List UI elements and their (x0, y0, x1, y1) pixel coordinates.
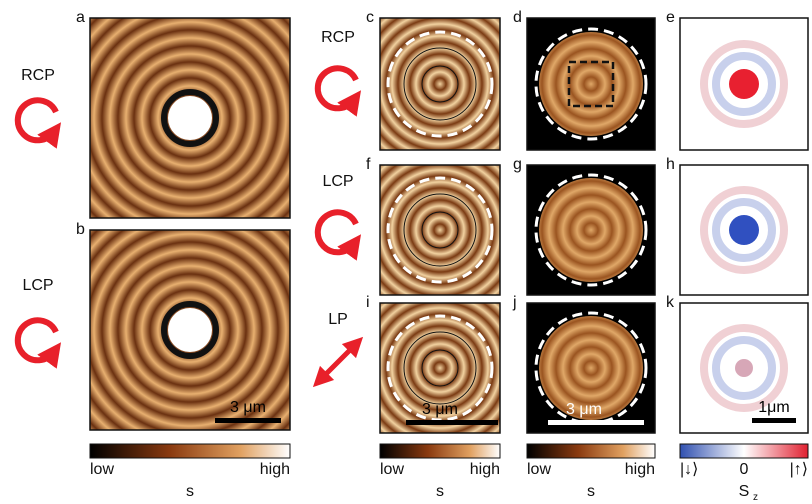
panel-image (527, 18, 655, 150)
colorbar (680, 444, 808, 458)
core (735, 359, 753, 377)
core (729, 215, 759, 245)
scale-label: 3 μm (566, 401, 602, 418)
panel: d (513, 9, 655, 150)
pol-icon (318, 68, 356, 108)
panel-image (380, 165, 500, 295)
panel-letter: j (512, 294, 517, 311)
pol-icon (320, 344, 356, 380)
cb-high: |↑⟩ (790, 461, 808, 478)
cb-low: low (380, 461, 404, 478)
panel: g (513, 156, 655, 295)
panel: h (666, 156, 808, 295)
panel-letter: e (666, 9, 675, 26)
pol-icon (318, 212, 356, 252)
panel-letter: c (366, 9, 374, 26)
cb-subscript: z (753, 492, 758, 503)
pol-label: RCP (21, 67, 55, 84)
figure: a b c d e f g h i j k RCP LCP RCP LCP LP 3 μm 3 μm 3 μm 1μm… (0, 0, 812, 504)
cb-high: high (470, 461, 500, 478)
panel-letter: d (513, 9, 522, 26)
cb-quantity: s (587, 483, 595, 500)
disk (539, 178, 643, 282)
scale-bar (548, 420, 644, 425)
scale-bar (752, 418, 796, 423)
panel-letter: a (76, 9, 85, 26)
scale-label: 3 μm (422, 401, 458, 418)
panel-letter: k (666, 294, 675, 311)
cb-mid: 0 (740, 461, 749, 478)
pol-icon (18, 100, 56, 140)
pol-label: LCP (22, 277, 53, 294)
pol-icon (18, 320, 56, 360)
hole (168, 96, 212, 140)
scale-bar (406, 420, 498, 425)
panel: f (366, 156, 500, 295)
cb-quantity: s (436, 483, 444, 500)
panel: c (366, 9, 500, 150)
cb-low: |↓⟩ (680, 461, 698, 478)
pol-label: LP (328, 311, 348, 328)
panel: a (76, 9, 290, 218)
scale-label: 1μm (758, 399, 789, 416)
panel-image (680, 18, 808, 150)
scale-label: 3 μm (230, 399, 266, 416)
panel-letter: g (513, 156, 522, 173)
panel-image (380, 18, 500, 150)
cb-quantity: s (186, 483, 194, 500)
rings (380, 165, 500, 295)
content: a b c d e f g h i j k RCP LCP RCP LCP LP 3 μm 3 μm 3 μm 1μm… (18, 9, 808, 503)
disk (539, 32, 643, 136)
panel-image (680, 165, 808, 295)
rings (380, 18, 500, 150)
hole (168, 308, 212, 352)
panel-image (527, 165, 655, 295)
panel-letter: b (76, 221, 85, 238)
panel-letter: f (366, 156, 371, 173)
panel: e (666, 9, 808, 150)
core (729, 69, 759, 99)
panel-letter: h (666, 156, 675, 173)
pol-label: RCP (321, 29, 355, 46)
scale-bar (215, 418, 281, 423)
colorbar (90, 444, 290, 458)
cb-low: low (90, 461, 114, 478)
cb-high: high (260, 461, 290, 478)
cb-high: high (625, 461, 655, 478)
pol-label: LCP (322, 173, 353, 190)
colorbar (527, 444, 655, 458)
cb-low: low (527, 461, 551, 478)
panel-letter: i (366, 294, 370, 311)
cb-quantity: S (739, 483, 750, 500)
panel-image (90, 18, 290, 218)
colorbar (380, 444, 500, 458)
